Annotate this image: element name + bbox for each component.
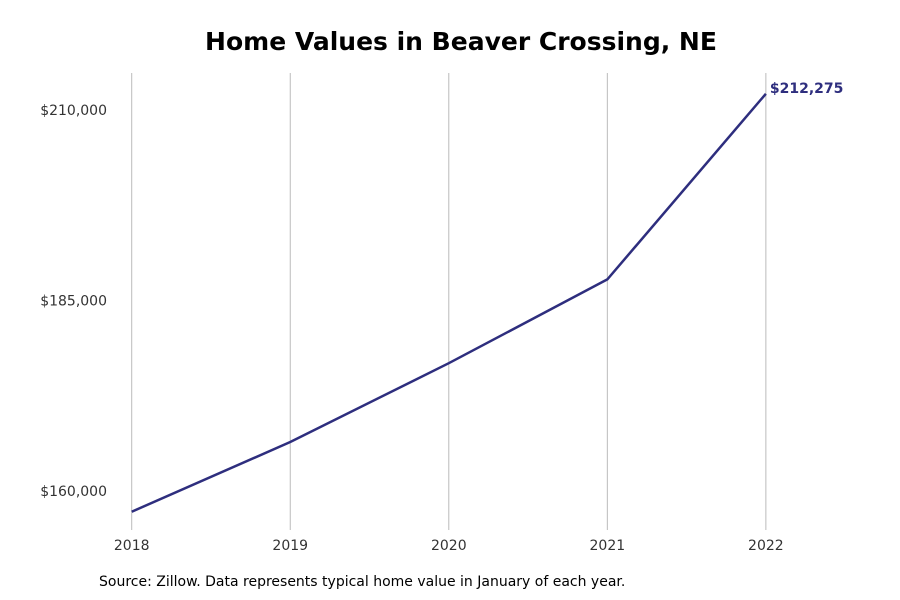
- data-label: $212,275: [770, 81, 844, 97]
- x-tick-label: 2018: [114, 538, 150, 554]
- line: [131, 92, 767, 513]
- y-tick-label: $185,000: [40, 294, 107, 310]
- x-tick-label: 2022: [748, 538, 784, 554]
- x-tick-label: 2019: [272, 538, 308, 554]
- chart-title: Home Values in Beaver Crossing, NE: [205, 27, 717, 56]
- caption: Source: Zillow. Data represents typical …: [99, 574, 625, 590]
- y-tick-label: $210,000: [40, 103, 107, 119]
- x-tick-label: 2021: [590, 538, 626, 554]
- y-tick-label: $160,000: [40, 484, 107, 500]
- x-tick-label: 2020: [431, 538, 467, 554]
